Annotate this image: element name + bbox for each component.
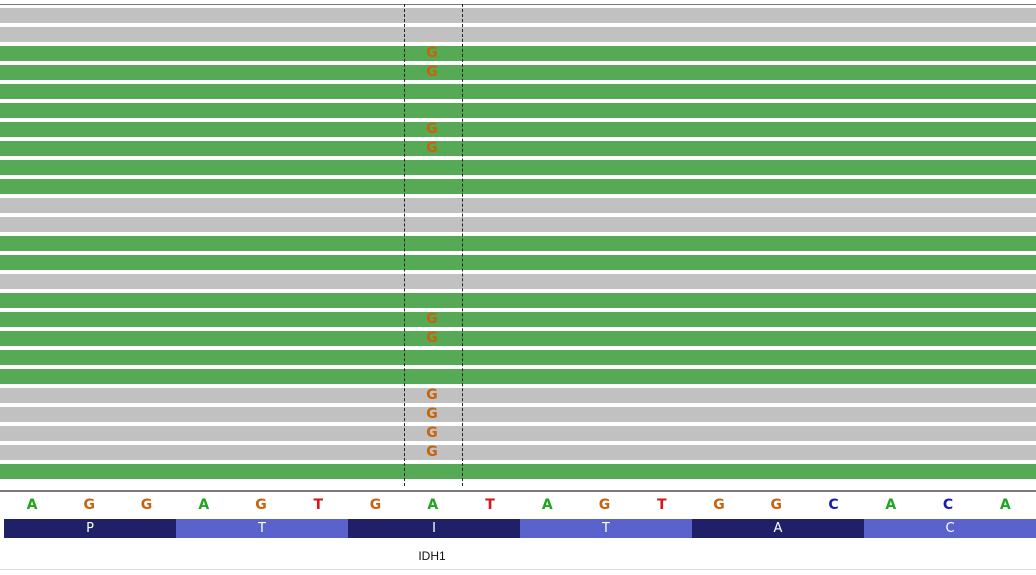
mismatch-base: G	[426, 387, 438, 403]
amino-acid-codon: T	[520, 519, 692, 538]
read-row[interactable]	[0, 160, 1036, 175]
read-row[interactable]	[0, 103, 1036, 118]
read-row[interactable]: G	[0, 141, 1036, 156]
amino-acid-codon: T	[176, 519, 348, 538]
reference-base: C	[942, 497, 954, 513]
reference-base: G	[770, 497, 783, 513]
reference-base: G	[713, 497, 725, 513]
read-row[interactable]	[0, 369, 1036, 384]
read-row[interactable]	[0, 27, 1036, 42]
amino-acid-codon: P	[4, 519, 176, 538]
read-row[interactable]: G	[0, 46, 1036, 61]
mismatch-base: G	[426, 121, 438, 137]
amino-acid-codon: C	[864, 519, 1036, 538]
reference-base: G	[598, 497, 611, 513]
gene-track-baseline	[0, 569, 1036, 570]
reference-base: C	[828, 497, 839, 513]
read-row[interactable]	[0, 255, 1036, 270]
reference-base: G	[83, 497, 96, 513]
mismatch-base: G	[426, 444, 438, 460]
read-row[interactable]	[0, 464, 1036, 479]
read-row[interactable]: G	[0, 445, 1036, 460]
read-row[interactable]	[0, 8, 1036, 23]
read-row[interactable]	[0, 274, 1036, 289]
amino-acid-codon: I	[348, 519, 520, 538]
read-row[interactable]	[0, 198, 1036, 213]
read-row[interactable]	[0, 84, 1036, 99]
reference-base: A	[885, 497, 897, 513]
track-separator-top	[0, 4, 1036, 5]
center-guide-left	[404, 4, 405, 486]
reference-base: A	[427, 497, 439, 513]
center-guide-right	[462, 4, 463, 486]
reference-base: A	[26, 497, 38, 513]
read-row[interactable]: G	[0, 65, 1036, 80]
read-row[interactable]: G	[0, 426, 1036, 441]
mismatch-base: G	[426, 45, 438, 61]
read-row[interactable]: G	[0, 122, 1036, 137]
read-row[interactable]	[0, 179, 1036, 194]
amino-acid-codon: A	[692, 519, 864, 538]
mismatch-base: G	[426, 140, 438, 156]
reference-base: T	[313, 497, 324, 513]
read-row[interactable]: G	[0, 312, 1036, 327]
mismatch-base: G	[426, 311, 438, 327]
reference-base: G	[255, 497, 267, 513]
reference-base: T	[656, 497, 667, 513]
mismatch-base: G	[426, 406, 438, 422]
gene-label[interactable]: IDH1	[418, 549, 446, 563]
read-row[interactable]: G	[0, 407, 1036, 422]
mismatch-base: G	[426, 425, 438, 441]
reference-base: A	[198, 497, 210, 513]
track-separator	[0, 490, 1036, 492]
reference-base: A	[541, 497, 553, 513]
read-row[interactable]: G	[0, 331, 1036, 346]
mismatch-base: G	[426, 330, 438, 346]
reference-base: A	[999, 497, 1011, 513]
read-row[interactable]	[0, 236, 1036, 251]
read-row[interactable]	[0, 350, 1036, 365]
reference-base: G	[140, 497, 153, 513]
read-row[interactable]	[0, 217, 1036, 232]
reference-base: T	[485, 497, 495, 513]
reference-base: G	[369, 497, 382, 513]
read-row[interactable]	[0, 293, 1036, 308]
mismatch-base: G	[426, 64, 438, 80]
read-row[interactable]: G	[0, 388, 1036, 403]
